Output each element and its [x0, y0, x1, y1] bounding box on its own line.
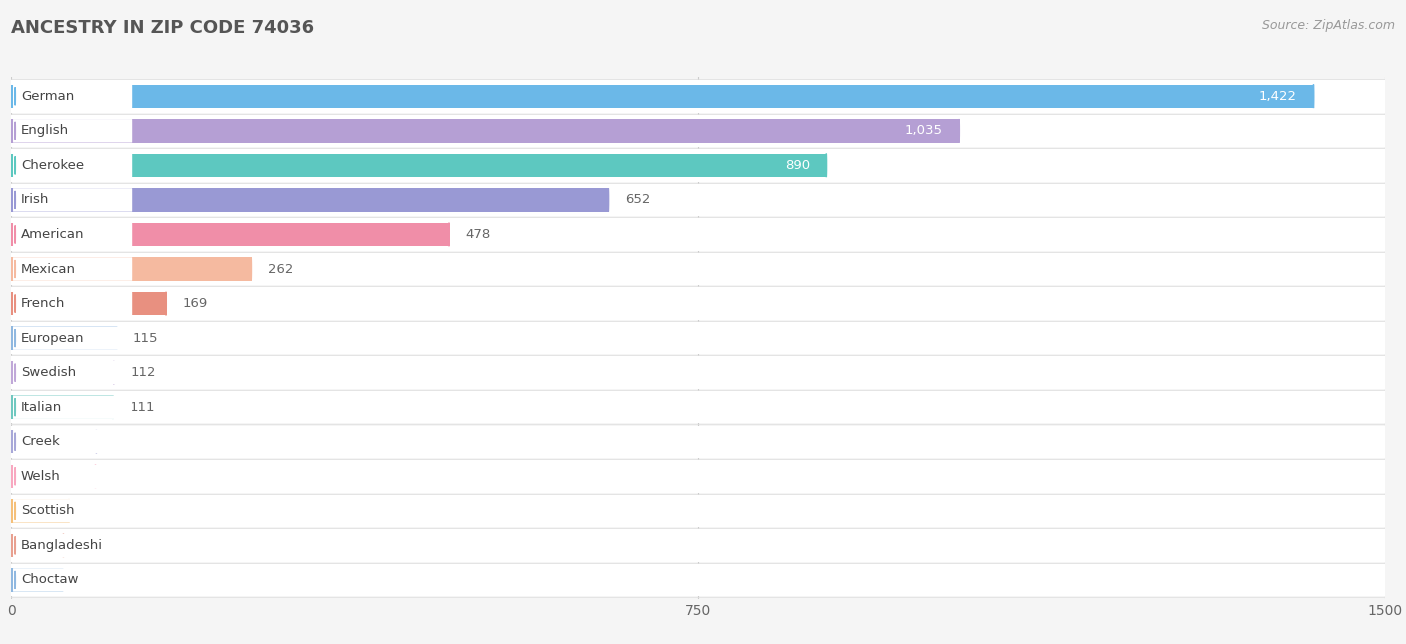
- FancyBboxPatch shape: [13, 292, 132, 316]
- Text: German: German: [21, 90, 75, 103]
- Text: 111: 111: [129, 401, 155, 413]
- Bar: [11, 223, 449, 246]
- FancyBboxPatch shape: [11, 529, 1385, 562]
- Bar: [11, 327, 117, 350]
- Bar: [11, 257, 252, 281]
- Text: 478: 478: [465, 228, 491, 241]
- Text: 63: 63: [86, 504, 103, 517]
- Text: 652: 652: [624, 193, 650, 207]
- Text: 92: 92: [112, 469, 129, 483]
- FancyBboxPatch shape: [13, 327, 132, 350]
- Text: Creek: Creek: [21, 435, 59, 448]
- FancyBboxPatch shape: [13, 119, 132, 142]
- FancyBboxPatch shape: [11, 495, 1385, 527]
- FancyBboxPatch shape: [13, 223, 132, 246]
- FancyBboxPatch shape: [11, 356, 1385, 389]
- Text: Mexican: Mexican: [21, 263, 76, 276]
- FancyBboxPatch shape: [13, 534, 132, 557]
- Text: 112: 112: [131, 366, 156, 379]
- Text: Swedish: Swedish: [21, 366, 76, 379]
- Bar: [11, 361, 114, 384]
- Bar: [11, 464, 96, 488]
- FancyBboxPatch shape: [13, 464, 132, 488]
- Text: American: American: [21, 228, 84, 241]
- Text: European: European: [21, 332, 84, 345]
- Text: 1,422: 1,422: [1258, 90, 1296, 103]
- Text: 890: 890: [785, 159, 810, 172]
- FancyBboxPatch shape: [11, 391, 1385, 423]
- Bar: [11, 534, 63, 557]
- FancyBboxPatch shape: [13, 188, 132, 212]
- FancyBboxPatch shape: [13, 395, 132, 419]
- Text: 93: 93: [112, 435, 129, 448]
- Text: 56: 56: [79, 573, 96, 587]
- FancyBboxPatch shape: [13, 499, 132, 522]
- Text: Source: ZipAtlas.com: Source: ZipAtlas.com: [1261, 19, 1395, 32]
- Text: French: French: [21, 297, 65, 310]
- FancyBboxPatch shape: [11, 426, 1385, 458]
- Bar: [11, 84, 1313, 108]
- Text: Welsh: Welsh: [21, 469, 60, 483]
- FancyBboxPatch shape: [13, 361, 132, 384]
- FancyBboxPatch shape: [11, 322, 1385, 354]
- Text: 262: 262: [267, 263, 292, 276]
- FancyBboxPatch shape: [11, 184, 1385, 216]
- Text: ANCESTRY IN ZIP CODE 74036: ANCESTRY IN ZIP CODE 74036: [11, 19, 315, 37]
- FancyBboxPatch shape: [13, 84, 132, 108]
- FancyBboxPatch shape: [11, 80, 1385, 113]
- Bar: [11, 499, 69, 522]
- Text: 169: 169: [183, 297, 208, 310]
- FancyBboxPatch shape: [13, 154, 132, 177]
- Bar: [11, 568, 62, 592]
- FancyBboxPatch shape: [11, 253, 1385, 285]
- Bar: [11, 154, 827, 177]
- Text: Bangladeshi: Bangladeshi: [21, 539, 103, 552]
- Text: 1,035: 1,035: [904, 124, 942, 137]
- FancyBboxPatch shape: [11, 460, 1385, 493]
- Bar: [11, 119, 959, 142]
- Bar: [11, 188, 609, 212]
- Text: Italian: Italian: [21, 401, 62, 413]
- FancyBboxPatch shape: [11, 218, 1385, 251]
- Text: English: English: [21, 124, 69, 137]
- Text: 57: 57: [80, 539, 97, 552]
- Bar: [11, 292, 166, 316]
- FancyBboxPatch shape: [13, 257, 132, 281]
- Text: Choctaw: Choctaw: [21, 573, 79, 587]
- Bar: [11, 395, 112, 419]
- Text: Scottish: Scottish: [21, 504, 75, 517]
- FancyBboxPatch shape: [13, 568, 132, 592]
- FancyBboxPatch shape: [11, 149, 1385, 182]
- FancyBboxPatch shape: [13, 430, 132, 453]
- FancyBboxPatch shape: [11, 287, 1385, 320]
- FancyBboxPatch shape: [11, 115, 1385, 147]
- Text: Irish: Irish: [21, 193, 49, 207]
- Text: Cherokee: Cherokee: [21, 159, 84, 172]
- Bar: [11, 430, 97, 453]
- FancyBboxPatch shape: [11, 564, 1385, 596]
- Text: 115: 115: [134, 332, 159, 345]
